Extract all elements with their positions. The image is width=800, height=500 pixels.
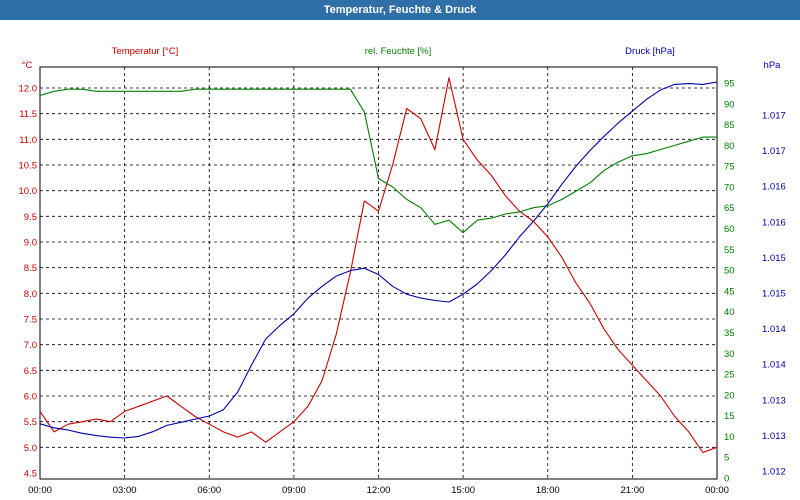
humidity-tick-label: 55 — [724, 245, 735, 256]
pressure-tick-label: 1.016 — [762, 182, 786, 193]
temp-tick-label: 7.5 — [24, 315, 37, 326]
temp-tick-label: 5.5 — [24, 417, 37, 428]
humidity-line — [39, 88, 717, 234]
pressure-tick-label: 1.013 — [762, 431, 786, 442]
temp-tick-label: 10.5 — [19, 161, 38, 172]
axis-titles: °C Temperatur [°C] rel. Feuchte [%] Druc… — [22, 46, 782, 71]
pressure-tick-label: 1.014 — [762, 324, 786, 335]
humidity-tick-label: 5 — [724, 453, 729, 464]
humidity-tick-label: 20 — [724, 390, 735, 401]
temp-tick-label: 11.5 — [19, 109, 37, 120]
pressure-tick-label: 1.014 — [762, 360, 786, 371]
x-time-label: 03:00 — [113, 485, 137, 496]
temp-tick-label: 4.5 — [24, 469, 37, 480]
pressure-tick-label: 1.017 — [762, 111, 786, 122]
humidity-tick-label: 0 — [724, 474, 729, 485]
pressure-tick-label: 1.013 — [762, 395, 786, 406]
temperature-line — [39, 77, 718, 454]
humidity-tick-label: 75 — [724, 162, 735, 173]
pressure-tick-label: 1.012 — [762, 467, 786, 478]
humidity-tick-label: 35 — [724, 328, 735, 339]
weather-chart: 4.5 5.0 5.5 6.0 6.5 7.0 7.5 8.0 8.5 9.0 9.5 10.0 10.… — [19, 46, 786, 497]
humidity-tick-label: 85 — [724, 120, 735, 131]
tick-labels: 4.5 5.0 5.5 6.0 6.5 7.0 7.5 8.0 8.5 9.0 9.5 10.0 10.… — [19, 79, 786, 497]
grid — [40, 67, 717, 479]
humidity-tick-label: 10 — [724, 432, 735, 443]
window-title: Temperatur, Feuchte & Druck — [0, 0, 800, 20]
temp-tick-label: 7.0 — [24, 340, 37, 351]
pressure-tick-label: 1.016 — [762, 217, 786, 228]
temp-tick-label: 8.5 — [24, 263, 37, 274]
humidity-tick-label: 70 — [724, 182, 735, 193]
humidity-tick-label: 40 — [724, 307, 735, 318]
x-time-label: 21:00 — [620, 485, 644, 496]
humidity-tick-label: 45 — [724, 286, 735, 297]
temp-tick-label: 11.0 — [19, 135, 37, 146]
humidity-label: rel. Feuchte [%] — [365, 46, 432, 57]
temp-tick-label: 6.0 — [24, 392, 37, 403]
humidity-tick-label: 95 — [724, 79, 735, 90]
pressure-tick-label: 1.015 — [762, 253, 786, 264]
temp-tick-label: 12.0 — [19, 84, 38, 95]
x-time-label: 00:00 — [705, 485, 729, 496]
x-time-label: 12:00 — [367, 485, 391, 496]
x-time-label: 18:00 — [536, 485, 560, 496]
temp-tick-label: 8.0 — [24, 289, 37, 300]
temp-tick-label: 9.0 — [24, 238, 37, 249]
left-axis-unit: °C — [22, 60, 33, 71]
pressure-label: Druck [hPa] — [625, 46, 675, 57]
x-time-label: 09:00 — [282, 485, 306, 496]
x-time-label: 15:00 — [451, 485, 475, 496]
x-time-label: 06:00 — [197, 485, 221, 496]
humidity-tick-label: 80 — [724, 141, 735, 152]
temp-tick-label: 9.5 — [24, 212, 37, 223]
pressure-line — [39, 81, 718, 439]
humidity-tick-label: 15 — [724, 411, 735, 422]
x-time-label: 00:00 — [28, 485, 52, 496]
temp-tick-label: 5.0 — [24, 443, 37, 454]
pressure-tick-label: 1.017 — [762, 146, 786, 157]
humidity-tick-label: 90 — [724, 99, 735, 110]
right-axis-unit: hPa — [764, 60, 782, 71]
temperature-label: Temperatur [°C] — [112, 46, 179, 57]
series-lines — [39, 77, 718, 454]
humidity-tick-label: 65 — [724, 203, 735, 214]
humidity-tick-label: 60 — [724, 224, 735, 235]
humidity-tick-label: 30 — [724, 349, 735, 360]
humidity-tick-label: 50 — [724, 266, 735, 277]
humidity-tick-label: 25 — [724, 370, 735, 381]
temp-tick-label: 6.5 — [24, 366, 37, 377]
pressure-tick-label: 1.015 — [762, 289, 786, 300]
temp-tick-label: 10.0 — [19, 186, 38, 197]
